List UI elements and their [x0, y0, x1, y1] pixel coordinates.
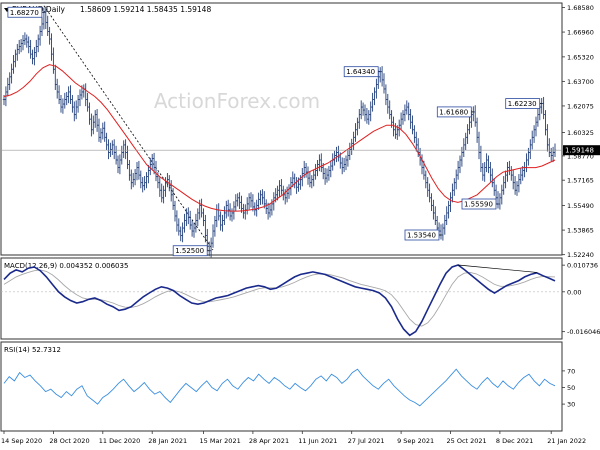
- price-tick-label: 1.57165: [567, 177, 594, 185]
- ohlc-values: 1.58609 1.59214 1.58435 1.59148: [80, 5, 211, 14]
- dashed-trend-line: [43, 5, 214, 251]
- x-tick-label: 8 Dec 2021: [496, 437, 533, 445]
- x-tick-label: 25 Oct 2021: [447, 437, 487, 445]
- annotation-label: 1.52500: [175, 247, 204, 255]
- price-tick-label: 1.66960: [567, 29, 594, 37]
- x-tick-label: 21 Jan 2022: [547, 437, 586, 445]
- annotation-box: [7, 6, 43, 18]
- x-tick-label: 28 Oct 2020: [49, 437, 89, 445]
- macd-axis-ticks: 0.010736 0.00 -0.016046: [562, 262, 600, 336]
- x-tick-label: 28 Jan 2021: [148, 437, 187, 445]
- annotation-label: 1.61680: [439, 108, 468, 116]
- price-tick-label: 1.63700: [567, 78, 594, 86]
- macd-line: [3, 264, 556, 337]
- price-series: [2, 6, 557, 258]
- annotation-label: 1.53540: [407, 232, 436, 240]
- price-tick-label: 1.53865: [567, 227, 594, 235]
- macd-tick-label: -0.016046: [567, 328, 600, 336]
- macd-tick-label: 0.00: [567, 288, 581, 296]
- x-tick-label: 14 Sep 2020: [1, 437, 42, 445]
- x-tick-label: 11 Dec 2020: [99, 437, 141, 445]
- annotation-box: [505, 98, 541, 109]
- price-tick-label: 1.52240: [567, 251, 594, 259]
- price-annotations: 1.68270 1.52500 1.64340 1.53540 1.61680 1.555…: [7, 6, 542, 257]
- rsi-series: [3, 368, 556, 407]
- rsi-panel-frame: [0, 341, 563, 432]
- price-tick-label: 1.62075: [567, 102, 594, 110]
- x-tick-label: 15 Mar 2021: [200, 437, 241, 445]
- annotation-label: 1.68270: [10, 9, 39, 17]
- price-tick-label: 1.60325: [567, 129, 594, 137]
- macd-tick-label: 0.010736: [567, 262, 598, 270]
- annotation-box: [404, 229, 440, 241]
- annotation-box: [343, 66, 379, 78]
- macd-signal-line: [3, 269, 556, 327]
- rsi-tick-label: 50: [567, 384, 575, 392]
- macd-series: [1, 264, 562, 337]
- annotation-label: 1.55590: [464, 201, 493, 209]
- annotation-box: [461, 198, 497, 210]
- rsi-axis-ticks: 70 50 30: [562, 367, 575, 409]
- x-axis-ticks: 14 Sep 2020 28 Oct 2020 11 Dec 2020 28 Jan …: [1, 431, 586, 445]
- last-price-label: 1.59148: [565, 147, 594, 155]
- rsi-label: RSI(14) 52.7312: [4, 346, 61, 354]
- price-tick-label: 1.58770: [567, 152, 594, 160]
- price-tick-label: 1.68580: [567, 4, 594, 12]
- macd-label: MACD(12,26,9) 0.004352 0.006035: [4, 262, 128, 270]
- watermark: ActionForex.com: [154, 89, 320, 113]
- annotation-box: [172, 245, 208, 257]
- annotation-label: 1.62230: [508, 100, 537, 108]
- price-tick-label: 1.55490: [567, 202, 594, 210]
- x-tick-label: 11 Jun 2021: [298, 437, 337, 445]
- last-price-box: [563, 145, 600, 156]
- trend-line: [43, 5, 214, 251]
- rsi-tick-label: 70: [567, 367, 575, 375]
- annotation-label: 1.64340: [346, 68, 375, 76]
- x-tick-label: 9 Sep 2021: [397, 437, 434, 445]
- x-tick-label: 27 Jul 2021: [348, 437, 385, 445]
- price-axis-ticks: 1.68580 1.66960 1.65320 1.63700 1.62075 1.603…: [562, 4, 594, 259]
- annotation-box: [436, 106, 472, 118]
- rsi-tick-label: 30: [567, 401, 575, 409]
- price-panel-frame: [0, 2, 563, 256]
- x-tick-label: 28 Apr 2021: [249, 437, 289, 445]
- macd-divergence-line: [458, 264, 537, 273]
- price-tick-label: 1.65320: [567, 53, 594, 61]
- rsi-line: [3, 368, 556, 407]
- last-price-marker: 1.59148: [1, 145, 600, 156]
